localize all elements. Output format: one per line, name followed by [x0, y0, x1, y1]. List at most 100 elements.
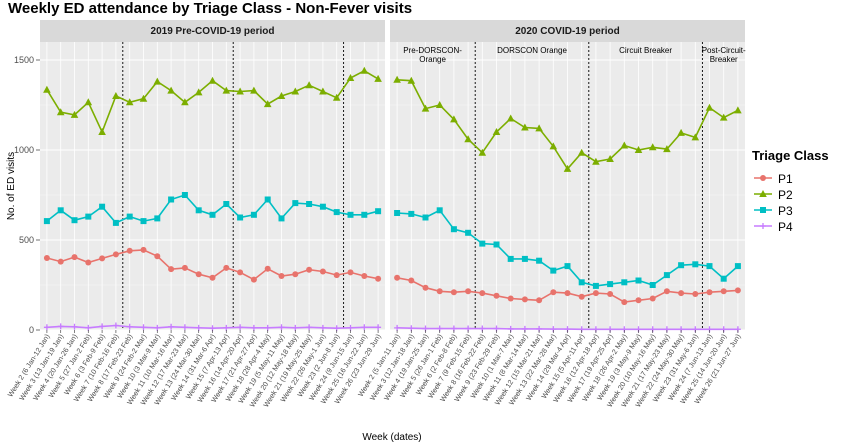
data-point-p1	[564, 290, 571, 297]
data-point-p2	[677, 128, 685, 136]
data-point-p2	[70, 110, 79, 118]
data-point-p3	[479, 240, 486, 247]
data-point-p1	[521, 296, 528, 303]
data-point-p2	[648, 143, 657, 151]
data-point-p3	[292, 200, 299, 207]
y-tick-label: 0	[29, 325, 34, 335]
data-point-p4	[292, 324, 299, 331]
data-point-p3	[507, 255, 514, 262]
data-point-p1	[649, 295, 656, 302]
data-point-p3	[43, 218, 50, 225]
data-point-p2	[734, 106, 742, 114]
data-point-p2	[577, 148, 586, 156]
data-point-p3	[394, 210, 401, 216]
data-point-p2	[56, 108, 65, 116]
data-point-p1	[43, 255, 50, 261]
data-point-p4	[394, 324, 401, 331]
data-point-p1	[436, 288, 443, 295]
data-point-p3	[760, 207, 766, 213]
data-point-p2	[374, 74, 382, 82]
data-point-p4	[57, 323, 64, 330]
data-point-p4	[71, 323, 78, 330]
data-point-p1	[607, 291, 614, 297]
data-point-p3	[720, 275, 727, 282]
data-point-p1	[493, 292, 500, 299]
data-point-p1	[85, 259, 92, 266]
data-point-p3	[237, 214, 244, 221]
data-point-p2	[691, 133, 700, 141]
data-point-p1	[422, 284, 429, 291]
data-point-p1	[319, 268, 326, 275]
data-point-p1	[306, 266, 313, 273]
data-point-p3	[465, 229, 472, 236]
legend-item-p2: P2	[754, 188, 793, 202]
data-point-p3	[264, 196, 271, 203]
data-point-p2	[634, 146, 643, 153]
data-point-p3	[209, 211, 216, 218]
y-tick-label: 500	[19, 235, 34, 245]
period-annotation: Post-Circuit-Breaker	[702, 46, 746, 64]
data-point-p1	[507, 295, 514, 302]
data-point-p4	[140, 324, 147, 331]
data-point-p3	[635, 277, 642, 284]
data-point-p1	[706, 289, 713, 296]
data-point-p2	[549, 142, 558, 150]
data-point-p3	[168, 196, 175, 203]
data-point-p1	[57, 258, 64, 265]
data-point-p3	[692, 261, 699, 268]
data-point-p1	[692, 291, 699, 297]
data-point-p4	[361, 324, 368, 331]
period-annotation: Pre-DORSCON-Orange	[403, 46, 462, 64]
data-point-p3	[536, 257, 543, 264]
data-point-p3	[195, 207, 202, 214]
data-point-p1	[223, 264, 230, 271]
data-point-p2	[705, 103, 714, 111]
data-point-p1	[465, 288, 472, 295]
legend-label: P1	[778, 172, 793, 186]
data-point-p4	[223, 324, 230, 331]
data-point-p3	[678, 262, 685, 269]
data-point-p2	[521, 123, 529, 131]
data-point-p3	[621, 279, 628, 286]
data-point-p4	[237, 324, 244, 331]
data-point-p2	[478, 148, 487, 156]
data-point-p3	[649, 282, 656, 288]
data-point-p3	[578, 279, 585, 286]
chart-title: Weekly ED attendance by Triage Class - N…	[8, 0, 413, 17]
data-point-p4	[195, 324, 202, 331]
data-point-p2	[112, 92, 120, 99]
panel-strip	[390, 20, 745, 42]
data-point-p3	[361, 211, 368, 218]
data-point-p3	[278, 215, 285, 222]
data-point-p1	[550, 289, 557, 296]
data-point-p2	[250, 86, 258, 94]
data-point-p3	[450, 226, 457, 233]
data-point-p1	[450, 289, 457, 296]
data-point-p4	[278, 324, 285, 331]
data-point-p2	[153, 77, 162, 85]
data-point-p2	[360, 66, 369, 74]
data-point-p1	[278, 273, 285, 279]
data-point-p3	[99, 203, 106, 210]
data-point-p2	[421, 104, 430, 112]
data-point-p2	[435, 101, 444, 108]
data-point-p1	[250, 276, 257, 283]
data-point-p1	[592, 290, 599, 297]
data-point-p1	[663, 288, 670, 295]
data-point-p3	[333, 209, 340, 216]
data-point-p4	[168, 323, 175, 330]
data-point-p4	[306, 324, 313, 331]
data-point-p3	[85, 213, 92, 220]
data-point-p4	[319, 324, 326, 331]
data-point-p4	[181, 324, 188, 331]
data-point-p1	[635, 297, 642, 304]
panel-2: 2020 COVID-19 period Pre-DORSCON-Orange DO…	[356, 20, 746, 409]
data-point-p3	[71, 217, 78, 224]
data-point-p1	[536, 297, 543, 304]
period-annotation: Circuit Breaker	[619, 46, 672, 55]
data-point-p1	[333, 272, 340, 279]
data-point-p1	[375, 275, 382, 282]
data-point-p1	[237, 269, 244, 276]
data-point-p1	[181, 264, 188, 271]
